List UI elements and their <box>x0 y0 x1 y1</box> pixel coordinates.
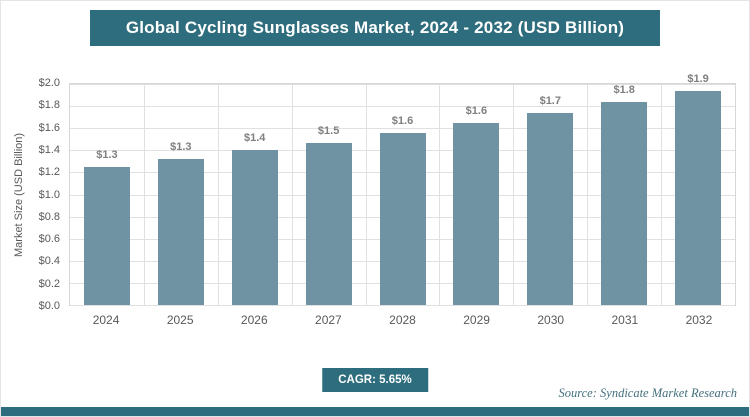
bar-2026 <box>231 150 278 305</box>
gridline <box>217 84 219 305</box>
cagr-label: CAGR: 5.65% <box>338 374 412 386</box>
bottom-strip <box>1 407 749 416</box>
bar-2032 <box>675 90 722 305</box>
gridline <box>513 84 515 305</box>
x-tick-label: 2032 <box>685 313 713 327</box>
y-tick-label: $1.8 <box>38 99 60 112</box>
bar-column: $1.9 <box>661 73 735 305</box>
bars-container: $1.3 $1.3 $1.4 $1.5 $1.6 $1.6 $1.7 $1.8 $1.9 <box>70 73 735 305</box>
gridline <box>70 128 735 130</box>
x-tick-label: 2024 <box>92 313 120 327</box>
x-axis-labels: 2024 2025 2026 2027 2028 2029 2030 2031 2032 <box>69 313 736 327</box>
bar-value-label: $1.8 <box>613 83 635 96</box>
gridline <box>291 84 293 305</box>
bar-value-label: $1.7 <box>539 94 561 107</box>
plot-area: $1.3 $1.3 $1.4 $1.5 $1.6 $1.6 $1.7 $1.8 $1.9 <box>69 73 736 306</box>
bar-column: $1.6 <box>439 84 513 305</box>
bar-value-label: $1.4 <box>244 132 266 145</box>
y-tick-label: $1.6 <box>38 121 60 134</box>
x-tick-label: 2030 <box>537 313 565 327</box>
bar-2030 <box>527 112 574 305</box>
bar-2024 <box>83 166 130 305</box>
y-tick-label: $0.0 <box>38 300 60 312</box>
bar-value-label: $1.5 <box>317 124 340 137</box>
bar-value-label: $1.6 <box>391 114 414 127</box>
bar-column: $1.3 <box>70 84 144 305</box>
bar-column: $1.3 <box>144 84 218 305</box>
y-tick-label: $0.8 <box>38 210 60 223</box>
y-tick-label: $0.2 <box>38 277 60 290</box>
bar-column: $1.8 <box>587 84 661 305</box>
gridline <box>143 84 145 305</box>
y-tick-label: $1.4 <box>38 143 60 156</box>
bar-2027 <box>305 142 352 305</box>
gridline <box>587 84 589 305</box>
bar-column: $1.4 <box>218 84 292 305</box>
gridline <box>70 84 735 85</box>
gridline <box>661 84 663 305</box>
bar-2029 <box>453 122 500 305</box>
y-tick-label: $1.2 <box>38 166 60 179</box>
chart-title-bar: Global Cycling Sunglasses Market, 2024 -… <box>90 10 660 46</box>
bar-column: $1.7 <box>513 84 587 305</box>
chart-title: Global Cycling Sunglasses Market, 2024 -… <box>125 18 625 37</box>
bar-2031 <box>601 101 648 305</box>
x-tick-label: 2026 <box>240 313 268 327</box>
gridline <box>365 84 367 305</box>
y-tick-label: $0.4 <box>38 255 60 268</box>
x-tick-label: 2028 <box>389 313 416 327</box>
source-text: Source: Syndicate Market Research <box>558 386 737 400</box>
bar-value-label: $1.3 <box>96 148 118 161</box>
x-tick-label: 2027 <box>315 313 342 327</box>
bar-value-label: $1.3 <box>170 141 192 154</box>
bar-value-label: $1.6 <box>465 104 488 117</box>
gridline <box>70 106 735 108</box>
x-tick-label: 2025 <box>166 313 194 327</box>
gridline <box>439 84 441 305</box>
bar-column: $1.6 <box>366 84 440 305</box>
x-tick-label: 2029 <box>463 313 490 327</box>
bar-2028 <box>379 132 426 305</box>
y-tick-label: $0.6 <box>38 233 60 246</box>
x-tick-label: 2031 <box>611 313 639 327</box>
y-tick-label: $1.0 <box>38 188 60 201</box>
y-tick-label: $2.0 <box>38 77 60 89</box>
bar-column: $1.5 <box>292 84 366 305</box>
gridline <box>70 305 735 306</box>
y-axis-ticks: $0.0 $0.2 $0.4 $0.6 $0.8 $1.0 $1.2 $1.4 $1.6 $1.8… <box>1 77 65 312</box>
cagr-badge: CAGR: 5.65% <box>322 368 428 392</box>
bar-value-label: $1.9 <box>687 72 709 85</box>
bar-2025 <box>157 159 204 305</box>
